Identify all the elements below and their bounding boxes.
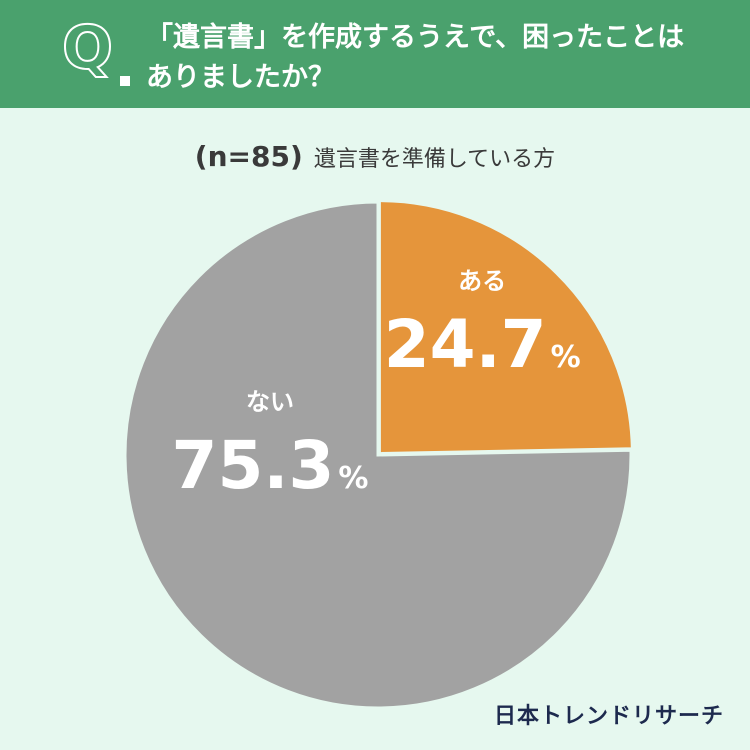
chart-subtitle: (n=85) 遺言書を準備している方: [0, 140, 750, 173]
slice-label-1: ある: [458, 267, 506, 295]
pie-labels: ある 24.7 % ない 75.3%: [172, 267, 581, 504]
slice-label-2: ない: [246, 388, 294, 416]
question-text: 「遺言書」を作成するうえで、困ったことは ありましたか？: [146, 18, 726, 98]
pie-slice-1: [377, 199, 634, 456]
question-header: Q 「遺言書」を作成するうえで、困ったことは ありましたか？: [0, 0, 750, 108]
brand-logo: 日本トレンドリサーチ: [493, 704, 724, 729]
sample-size: (n=85): [194, 140, 303, 173]
question-line-1: 「遺言書」を作成するうえで、困ったことは: [146, 22, 685, 53]
sample-description: 遺言書を準備している方: [313, 146, 556, 172]
q-dot-icon: [120, 76, 130, 86]
slice-value-2: 75.3%: [172, 427, 369, 504]
pie-slices: [123, 199, 634, 710]
pie-slice-2: [123, 200, 633, 710]
slice-value-1: 24.7%: [384, 306, 581, 383]
q-icon: Q: [61, 13, 114, 83]
question-line-2: ありましたか？: [146, 62, 335, 93]
